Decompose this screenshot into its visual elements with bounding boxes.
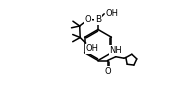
- Text: B: B: [95, 15, 101, 24]
- Text: NH: NH: [110, 46, 122, 54]
- Text: OH: OH: [106, 9, 119, 18]
- Text: OH: OH: [86, 44, 99, 53]
- Text: O: O: [85, 15, 92, 24]
- Text: O: O: [104, 67, 111, 76]
